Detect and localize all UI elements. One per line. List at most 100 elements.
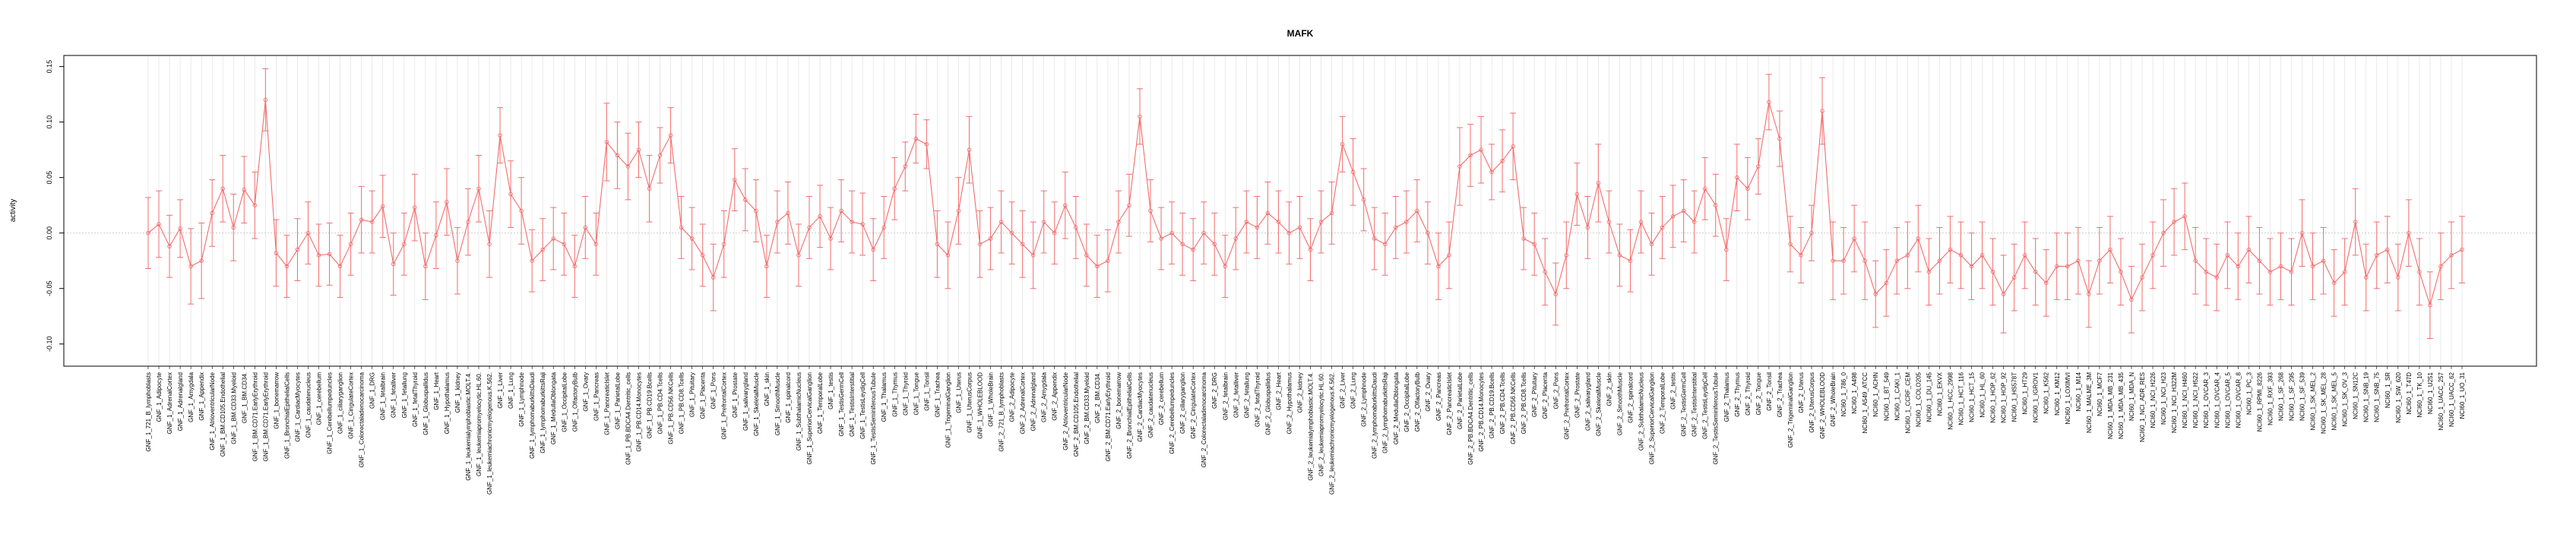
data-point [1916,236,1921,241]
x-tick-label: NCI60_1_K562 [2043,372,2050,413]
x-tick-label: GNF_1_PancreaticIslet [603,372,610,435]
x-tick-label: GNF_2_lymphomaburkittsDaudi [1372,372,1378,459]
data-point [2374,253,2379,258]
data-point [2204,270,2208,274]
x-tick-label: GNF_1_PB.CD4.Tcells [657,372,664,434]
data-point [881,225,886,230]
x-tick-label: GNF_1_testis [828,372,834,409]
data-point [1106,258,1110,263]
x-tick-label: GNF_1_SkeletalMuscle [753,372,760,436]
x-tick-label: GNF_2_fetalbrain [1222,372,1229,420]
x-tick-label: GNF_1_Liver [497,372,504,409]
x-tick-label: GNF_1_CardiacMyocytes [294,372,301,442]
x-tick-label: NCI60_1_UACC_257 [2438,372,2445,430]
data-point [1020,242,1025,247]
data-point [2214,275,2220,280]
data-point [1543,270,1547,274]
x-tick-label: GNF_1_lymphomaburkittsRaji [540,372,546,454]
x-tick-label: NCI60_1_MDA_N [2128,372,2135,421]
y-tick-label: 0.05 [46,171,53,185]
data-point [402,242,407,247]
x-tick-label: GNF_1_fetalThyroid [412,372,419,427]
data-point [2449,253,2454,258]
data-point [924,142,929,147]
data-point [1958,253,1964,258]
x-tick-label: GNF_1_AtrioventricularNode [209,372,216,450]
x-tick-label: GNF_2_TrigeminalGanglion [1787,372,1794,447]
data-point [2001,292,2006,296]
data-point [572,264,578,269]
x-tick-label: GNF_2_Trachea [1777,372,1783,417]
x-tick-label: GNF_1_ciliaryganglion [337,372,344,434]
x-tick-label: GNF_2_Pituitary [1531,372,1538,417]
data-point [445,200,449,204]
data-point [1041,220,1046,224]
data-point [839,208,843,213]
data-point [146,230,150,236]
data-point [733,177,737,182]
data-point [167,244,172,248]
data-point [295,247,300,252]
data-point [636,147,641,152]
data-point [423,264,428,269]
data-point [1799,253,1803,258]
data-point [1169,230,1174,236]
x-tick-label: GNF_1_leukemiachronicmyelogenous.K.562. [486,372,493,495]
x-tick-label: GNF_1_caudatenucleus [305,372,312,438]
x-tick-label: GNF_1_BM.CD71.EarlyErythroid [262,372,269,461]
x-tick-label: GNF_2_UterusCorpus [1809,372,1815,433]
data-point [2129,297,2134,302]
x-tick-label: GNF_2_Ovary [1425,372,1432,412]
x-tick-label: GNF_2_Pons [1552,372,1559,409]
x-tick-label: GNF_1_AdrenalCortex [166,372,173,434]
data-point [380,204,385,209]
data-point [1660,225,1665,230]
data-point [1532,242,1536,247]
x-tick-label: GNF_1_PrefrontalCortex [721,372,728,439]
data-point [786,210,790,216]
data-point [807,225,812,230]
x-tick-label: NCI60_1_RPMI_8226 [2256,372,2263,432]
x-tick-label: GNF_1_ParietalLobe [614,372,621,429]
data-point [1649,242,1654,247]
data-point [1447,253,1451,258]
data-point [871,247,875,252]
x-tick-label: GNF_2_leukemiapromyelocytic.HL.60. [1318,372,1325,476]
data-point [2119,270,2123,274]
y-axis: -0.10 -0.05 0.00 0.05 0.10 0.15 [46,60,64,352]
x-tick-label: GNF_1_721_B_lymphoblasts [145,372,152,452]
x-tick-label: NCI60_1_U251 [2427,372,2434,414]
data-point [2299,230,2305,236]
x-tick-label: GNF_1_Trachea [934,372,941,417]
data-point [1394,225,1398,230]
data-point [2150,253,2155,258]
x-tick-label: NCI60_1_OVCAR_3 [2203,372,2210,428]
data-point [1479,147,1483,152]
data-point [2310,264,2315,269]
x-tick-label: GNF_2_Thymus [1734,372,1741,417]
x-tick-label: GNF_2_OccipitalLobe [1404,372,1410,432]
data-point [615,153,620,158]
x-tick-label: GNF_1_WHOLEBLOOD [977,372,984,439]
x-tick-label: GNF_1_PB.CD8.Tcells [679,372,685,434]
data-point [998,220,1004,224]
data-point [2385,247,2390,252]
x-tick-label: NCI60_1_HCT_116 [1957,372,1964,425]
x-tick-label: GNF_1_salivarygland [742,372,749,431]
x-tick-label: GNF_1_Appendix [198,372,205,421]
x-tick-label: GNF_1_SubthalamicNucleus [796,372,802,451]
data-point [2278,264,2283,269]
x-tick-label: NCI60_1_CAKI_1 [1894,372,1900,420]
data-point [284,264,290,269]
data-point [945,253,951,258]
data-point [1361,198,1366,202]
data-point [1489,169,1494,175]
data-point [1382,242,1388,247]
data-point [1276,220,1281,224]
x-tick-label: GNF_1_Thyroid [902,372,909,416]
x-tick-label: NCI60_1_NCI_ADR_RES [2139,372,2146,442]
data-point [1457,164,1462,169]
x-tick-label: GNF_1_Heart [433,372,440,410]
x-tick-label: GNF_2_salivarygland [1584,372,1591,431]
data-point [1286,230,1292,236]
